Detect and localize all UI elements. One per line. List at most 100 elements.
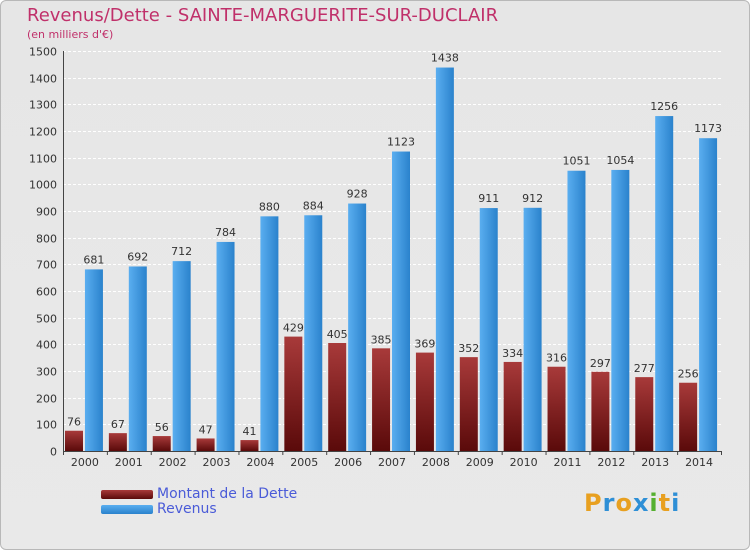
debt-value-label: 47 xyxy=(199,423,213,436)
y-tick-label: 700 xyxy=(36,259,57,272)
debt-value-label: 352 xyxy=(458,342,479,355)
debt-bar xyxy=(459,357,478,451)
revenue-bar xyxy=(435,67,454,452)
y-tick-label: 1000 xyxy=(29,179,57,192)
logo-letter: i xyxy=(649,489,659,517)
debt-value-label: 277 xyxy=(634,362,655,375)
revenue-bar xyxy=(172,261,191,451)
chart-title: Revenus/Dette - SAINTE-MARGUERITE-SUR-DU… xyxy=(27,5,499,26)
debt-value-label: 385 xyxy=(371,333,392,346)
y-tick-label: 200 xyxy=(36,393,57,406)
x-tick-label: 2013 xyxy=(641,456,669,469)
debt-bar xyxy=(635,377,654,451)
debt-value-label: 67 xyxy=(111,418,125,431)
y-tick-label: 300 xyxy=(36,366,57,379)
y-tick-label: 100 xyxy=(36,419,57,432)
y-tick-label: 400 xyxy=(36,339,57,352)
revenue-bar xyxy=(523,207,542,451)
x-tick-label: 2003 xyxy=(203,456,231,469)
revenue-value-label: 1054 xyxy=(606,154,634,167)
debt-value-label: 316 xyxy=(546,352,567,365)
x-tick-label: 2004 xyxy=(246,456,274,469)
value-labels: 681 76 692 67 712 56 784 47 880 41 884 429 928 405 112… xyxy=(67,52,722,439)
debt-bar xyxy=(65,430,83,451)
debt-bar xyxy=(196,438,215,451)
revenue-bar xyxy=(567,170,586,451)
debt-value-label: 297 xyxy=(590,357,611,370)
y-tick-label: 0 xyxy=(50,446,57,459)
logo-letter: o xyxy=(615,489,633,517)
x-tick-label: 2002 xyxy=(159,456,187,469)
revenue-value-label: 1051 xyxy=(562,155,590,168)
revenue-bar xyxy=(699,138,718,451)
revenue-bar xyxy=(479,208,498,451)
revenue-value-label: 1438 xyxy=(431,52,459,65)
x-tick-label: 2000 xyxy=(71,456,99,469)
revenue-value-label: 928 xyxy=(347,188,368,201)
x-tick-label: 2014 xyxy=(685,456,713,469)
axes: 0 100 200 300 400 500 600 700 800 900 1000 1100 1200… xyxy=(29,46,722,469)
revenue-bar xyxy=(128,266,147,451)
debt-value-label: 429 xyxy=(283,322,304,335)
revenue-bar xyxy=(216,241,235,451)
debt-bar xyxy=(591,371,610,451)
revenue-value-label: 681 xyxy=(83,253,104,266)
x-tick-label: 2010 xyxy=(510,456,538,469)
debt-bar xyxy=(108,433,127,451)
revenue-bar xyxy=(392,151,410,452)
debt-bar xyxy=(415,352,434,451)
logo-letter: i xyxy=(671,489,681,517)
debt-bar xyxy=(679,382,698,451)
revenue-bar xyxy=(655,116,674,452)
x-tick-label: 2001 xyxy=(115,456,143,469)
revenue-value-label: 784 xyxy=(215,226,236,239)
proxiti-logo: Proxiti xyxy=(584,489,680,517)
revenue-value-label: 712 xyxy=(171,245,192,258)
debt-bar xyxy=(503,361,522,451)
x-tick-label: 2009 xyxy=(466,456,494,469)
debt-value-label: 41 xyxy=(242,425,256,438)
revenue-value-label: 911 xyxy=(478,192,499,205)
x-tick-label: 2005 xyxy=(290,456,318,469)
revenue-bar xyxy=(304,215,323,451)
y-tick-label: 1100 xyxy=(29,153,57,166)
logo-letter: r xyxy=(602,489,616,517)
x-tick-label: 2008 xyxy=(422,456,450,469)
revenue-bar xyxy=(611,169,630,451)
debt-bar xyxy=(240,440,259,451)
y-tick-label: 1200 xyxy=(29,126,57,139)
legend-label-debt: Montant de la Dette xyxy=(157,486,298,502)
revenue-value-label: 692 xyxy=(127,250,148,263)
debt-bar xyxy=(547,366,566,451)
x-tick-label: 2011 xyxy=(553,456,581,469)
revenue-value-label: 884 xyxy=(303,199,324,212)
debt-value-label: 76 xyxy=(67,416,81,429)
y-tick-label: 1300 xyxy=(29,99,57,112)
debt-value-label: 369 xyxy=(414,338,435,351)
revenue-bar xyxy=(260,216,279,451)
revenue-bar xyxy=(84,269,103,451)
logo-letter: P xyxy=(584,489,603,517)
debt-value-label: 256 xyxy=(678,368,699,381)
x-tick-label: 2007 xyxy=(378,456,406,469)
logo-letter: x xyxy=(632,489,650,517)
y-tick-label: 900 xyxy=(36,206,57,219)
y-tick-label: 600 xyxy=(36,286,57,299)
revenue-bar xyxy=(348,203,367,451)
debt-bar xyxy=(284,336,303,451)
logo-letter: t xyxy=(658,489,672,517)
debt-bar xyxy=(152,436,171,451)
legend-swatch-debt xyxy=(101,490,153,499)
revenue-value-label: 1123 xyxy=(387,136,415,149)
bars xyxy=(65,67,718,452)
y-tick-label: 1400 xyxy=(29,73,57,86)
revenue-value-label: 1256 xyxy=(650,100,678,113)
debt-value-label: 56 xyxy=(155,421,169,434)
x-tick-label: 2006 xyxy=(334,456,362,469)
x-tick-label: 2012 xyxy=(597,456,625,469)
debt-value-label: 405 xyxy=(327,328,348,341)
y-tick-label: 1500 xyxy=(29,46,57,59)
y-tick-label: 500 xyxy=(36,313,57,326)
